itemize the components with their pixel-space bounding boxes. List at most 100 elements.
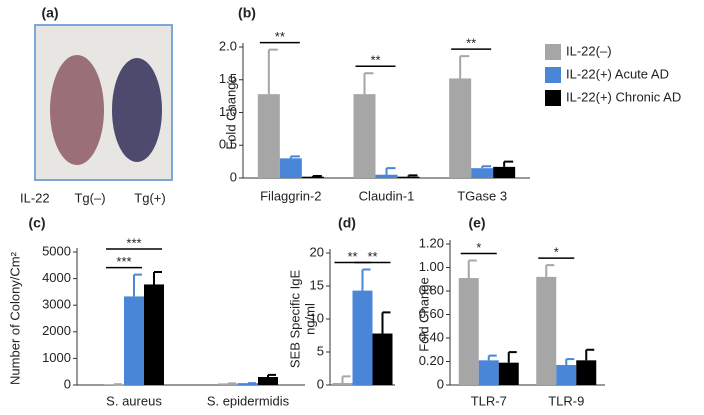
y-tick-label: 1.5 [219,71,237,86]
bar [124,296,144,385]
y-tick-label: 0 [64,376,71,391]
y-axis-label: ng/ml [302,303,317,335]
x-tick-label: S. epidermidis [207,393,290,408]
y-tick-label: 2.0 [219,38,237,53]
y-axis-label: Fold Change [223,75,238,149]
legend-swatch [545,67,561,83]
legend-swatch [545,44,561,60]
mouse-tg-plus [112,58,162,162]
y-tick-label: 10 [310,310,324,325]
error-bar [133,273,142,297]
y-axis-label: Number of Colony/Cm² [7,251,22,385]
error-bar [153,270,162,285]
error-bar [585,348,595,361]
row-label: IL-22 [20,190,50,205]
legend-label: IL-22(+) Acute AD [566,66,669,81]
x-tick-label: TLR-9 [548,393,584,408]
bar [478,360,499,385]
significance-label: ** [275,29,285,44]
photo-label: Tg(–) [74,190,105,205]
bar [257,94,280,178]
y-tick-label: 1.0 [219,104,237,119]
y-tick-label: 0 [230,169,237,184]
error-bar [467,259,477,279]
bar [471,168,494,178]
legend-label: IL-22(–) [566,43,612,58]
mouse-photo [34,24,173,181]
y-tick-label: 2000 [42,323,71,338]
y-tick-label: 0.20 [419,353,444,368]
panel-label: (d) [338,215,356,231]
x-tick-label: Claudin-1 [359,188,415,203]
y-tick-label: 0 [437,376,444,391]
bar [258,377,278,385]
y-tick-label: 0.5 [219,137,237,152]
bar [352,290,373,385]
y-tick-label: 5 [317,343,324,358]
legend-label: IL-22(+) Chronic AD [566,89,681,104]
y-tick-label: 0.60 [419,306,444,321]
error-bar [381,311,391,334]
mouse-tg-minus [50,55,104,165]
significance-label: ** [347,249,357,264]
error-bar [459,55,470,79]
x-tick-label: Filaggrin-2 [260,188,321,203]
x-tick-label: TGase 3 [457,188,507,203]
photo-label: Tg(+) [134,190,165,205]
significance-label: ** [370,53,380,68]
y-axis-label: SEB Specific IgE [287,270,302,369]
bar [332,383,353,385]
error-bar [503,160,514,167]
error-bar [565,358,575,366]
y-tick-label: 4000 [42,270,71,285]
significance-label: ** [466,36,476,51]
x-tick-label: S. aureus [106,393,162,408]
y-axis-label: Fold Change [416,277,431,351]
error-bar [361,268,371,291]
y-tick-label: 1.20 [419,235,444,250]
error-bar [267,373,276,378]
y-tick-label: 0.40 [419,329,444,344]
panel-label: (b) [238,5,256,21]
bar [576,360,597,385]
bar [449,78,472,178]
y-tick-label: 15 [310,277,324,292]
significance-label: * [554,245,559,260]
significance-label: * [476,240,481,255]
significance-label: *** [126,235,141,250]
panel-label: (c) [28,215,45,231]
error-bar [407,174,418,177]
y-tick-label: 1.00 [419,259,444,274]
error-bar [385,167,396,175]
y-tick-label: 20 [310,244,324,259]
bar [498,362,519,385]
significance-label: ** [367,249,377,264]
panel-label: (a) [41,5,58,21]
panel-label: (e) [468,215,485,231]
error-bar [481,165,492,169]
x-tick-label: TLR-7 [471,393,507,408]
bar [353,94,376,178]
bar [556,365,577,385]
error-bar [487,354,497,361]
error-bar [545,264,555,277]
significance-label: *** [116,254,131,269]
error-bar [341,375,351,384]
bar [458,278,479,385]
y-tick-label: 0 [317,376,324,391]
error-bar [289,155,300,159]
bar [301,176,324,178]
bar [144,284,164,385]
y-tick-label: 0.80 [419,282,444,297]
bar [372,333,393,385]
y-tick-label: 5000 [42,243,71,258]
bar [397,176,420,178]
bar [375,174,398,178]
error-bar [363,72,374,95]
error-bar [267,48,278,95]
bar [493,166,516,178]
y-tick-label: 1000 [42,350,71,365]
error-bar [507,351,517,363]
error-bar [311,175,322,178]
